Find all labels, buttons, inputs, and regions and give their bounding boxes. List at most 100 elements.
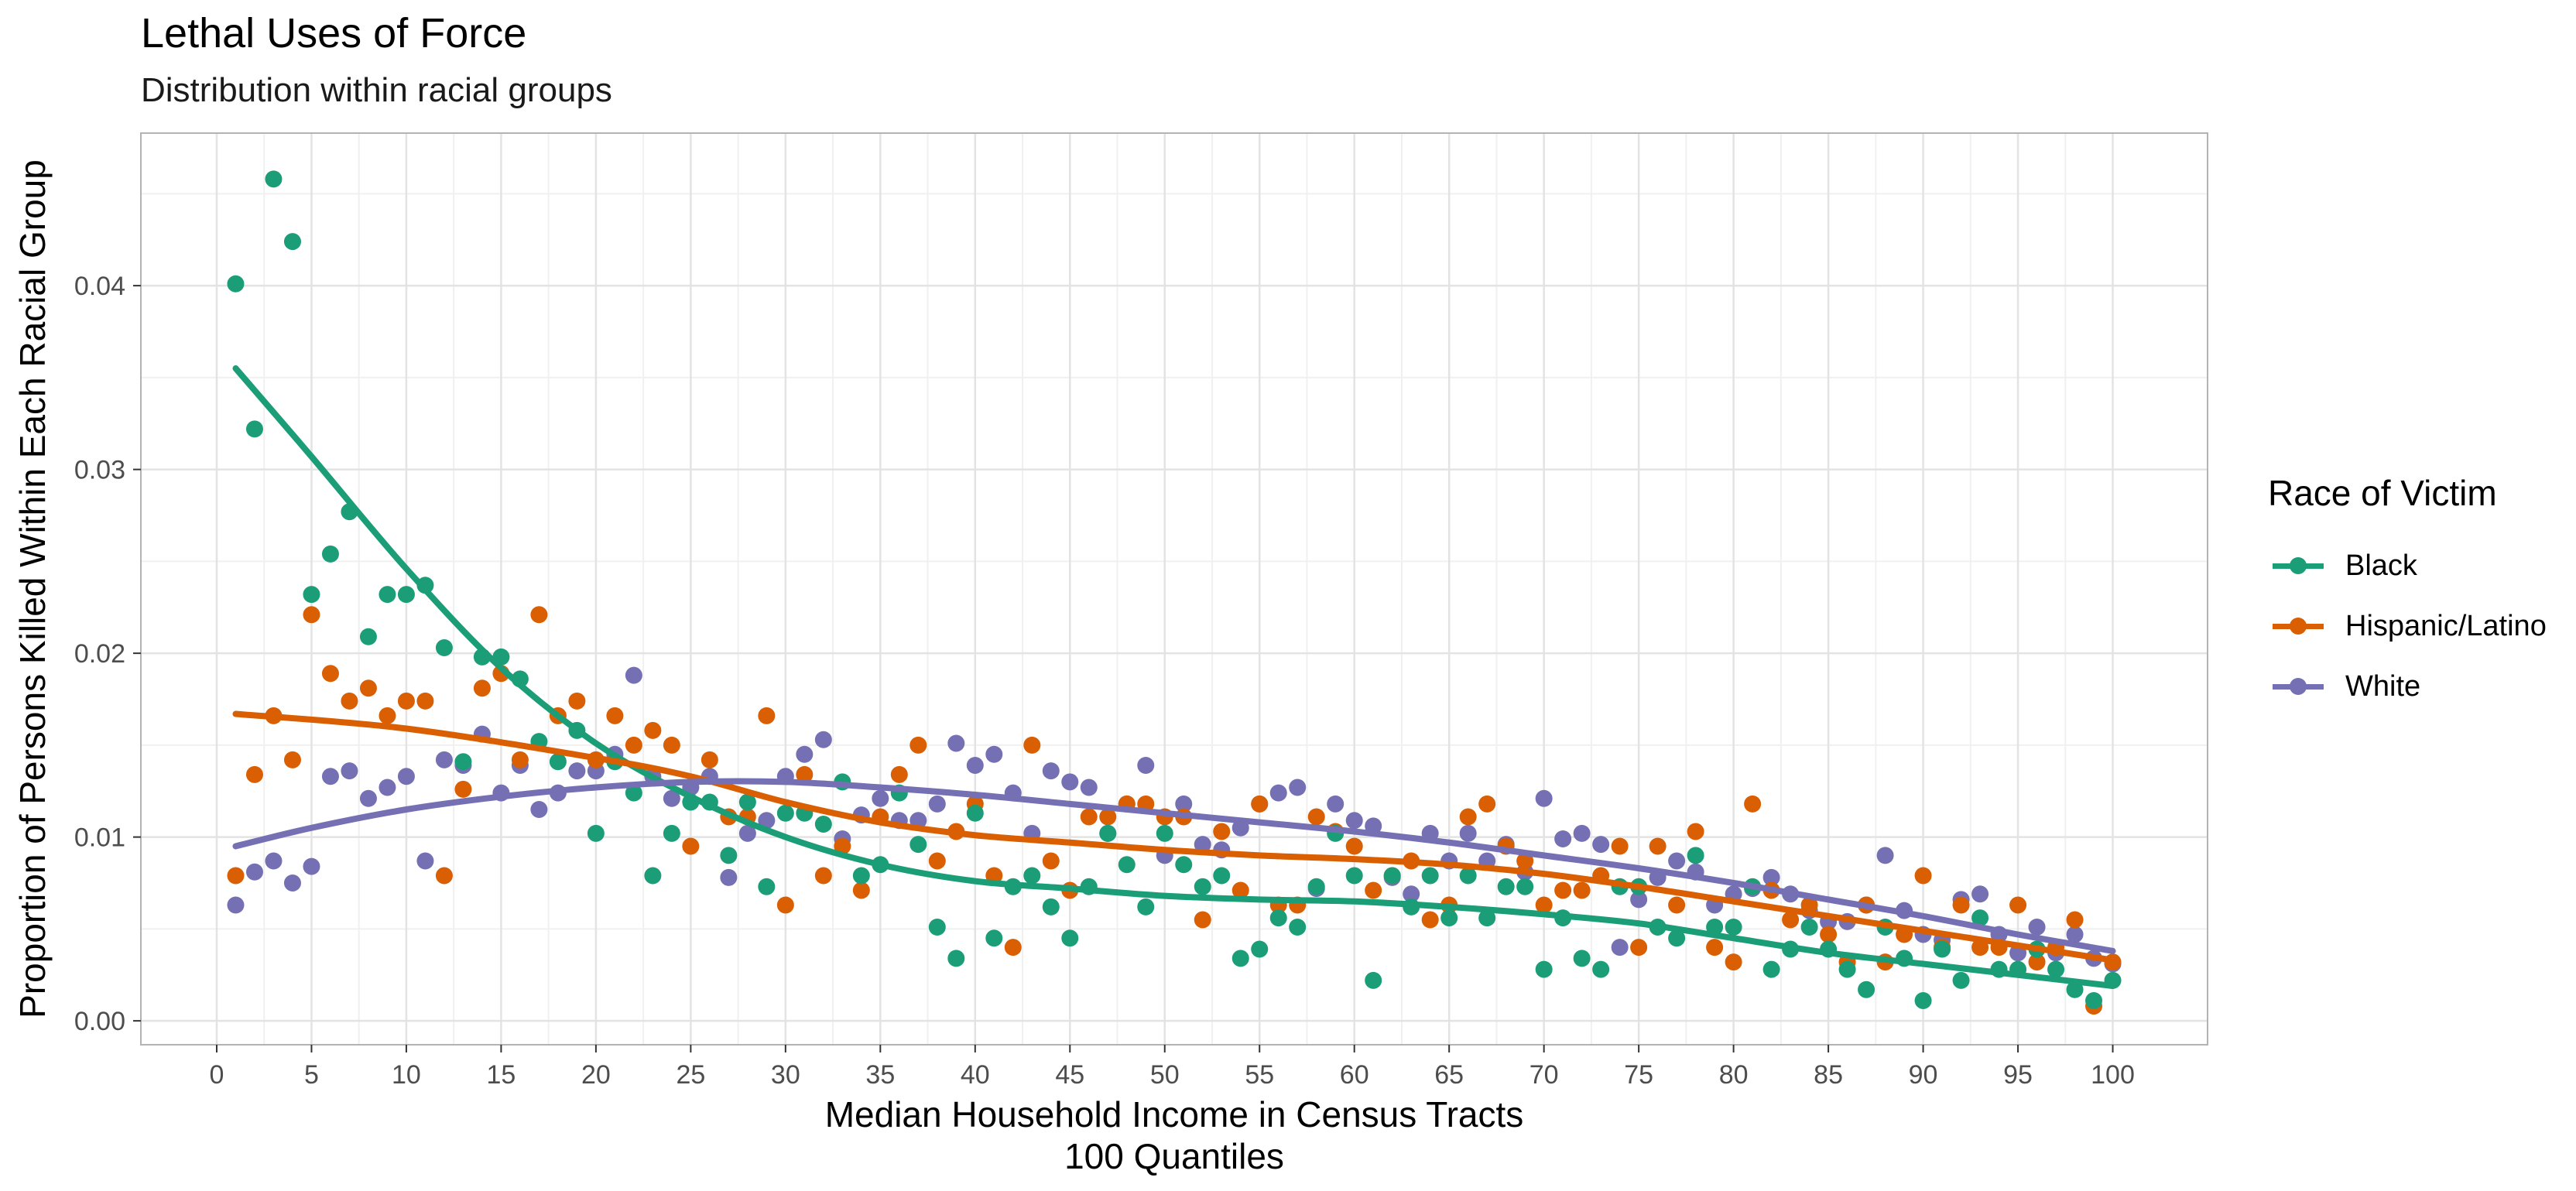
point-white <box>796 745 814 763</box>
point-hispanic-latino <box>1687 823 1704 840</box>
point-white <box>1459 824 1477 842</box>
point-hispanic-latino <box>227 867 245 885</box>
point-hispanic-latino <box>321 665 339 683</box>
x-tick-label: 75 <box>1624 1060 1653 1090</box>
point-black <box>1725 919 1742 936</box>
x-axis-label-line2: 100 Quantiles <box>1064 1136 1284 1176</box>
point-hispanic-latino <box>1004 939 1022 957</box>
trend-line-hispanic-latino <box>232 710 2116 963</box>
point-black <box>1231 950 1249 967</box>
legend-item-hispanic-latino: Hispanic/Latino <box>2268 596 2547 656</box>
point-black <box>1307 878 1325 895</box>
point-hispanic-latino <box>1744 795 1762 813</box>
y-axis-label: Proportion of Persons Killed Within Each… <box>12 159 53 1018</box>
y-tick-label: 0.04 <box>74 272 125 301</box>
point-black <box>1535 960 1553 978</box>
point-hispanic-latino <box>1649 837 1667 855</box>
point-hispanic-latino <box>2028 953 2046 971</box>
point-hispanic-latino <box>852 881 870 899</box>
point-white <box>1592 836 1610 854</box>
y-tick-label: 0.01 <box>74 823 125 853</box>
point-black <box>1459 867 1477 885</box>
legend-key-black <box>2268 536 2328 596</box>
point-hispanic-latino <box>1080 808 1098 826</box>
legend-key-hispanic-latino <box>2268 596 2328 656</box>
trend-layer <box>232 365 2116 989</box>
point-hispanic-latino <box>397 692 415 710</box>
point-black <box>644 867 662 885</box>
point-white <box>966 757 984 774</box>
point-white <box>283 874 301 892</box>
point-hispanic-latino <box>1554 881 1572 899</box>
y-tick-label: 0.00 <box>74 1007 125 1036</box>
y-tick-label: 0.03 <box>74 456 125 485</box>
point-hispanic-latino <box>1782 911 1800 929</box>
legend-label: White <box>2345 669 2421 703</box>
point-black <box>1952 971 1970 989</box>
point-black <box>909 836 927 854</box>
point-hispanic-latino <box>2066 911 2084 929</box>
point-hispanic-latino <box>1251 795 1269 813</box>
point-hispanic-latino <box>625 736 642 754</box>
x-tick-label: 45 <box>1055 1060 1084 1090</box>
point-black <box>1421 867 1439 885</box>
point-white <box>530 801 548 818</box>
x-tick-label: 30 <box>771 1060 800 1090</box>
x-tick-label: 5 <box>304 1060 319 1090</box>
point-white <box>2028 919 2046 936</box>
point-black <box>1668 929 1686 947</box>
point-black <box>1118 856 1136 874</box>
point-hispanic-latino <box>359 679 377 697</box>
point-hispanic-latino <box>1042 852 1060 870</box>
point-hispanic-latino <box>1023 736 1041 754</box>
point-black <box>1762 960 1780 978</box>
point-white <box>1175 795 1193 813</box>
point-hispanic-latino <box>568 692 586 710</box>
point-white <box>1554 830 1572 847</box>
point-white <box>1137 757 1155 774</box>
point-black <box>1289 919 1307 936</box>
legend: Race of Victim Black Hispanic/Latino Whi… <box>2268 472 2547 717</box>
point-hispanic-latino <box>454 780 472 798</box>
point-black <box>1061 929 1079 947</box>
point-hispanic-latino <box>644 721 662 739</box>
x-tick-label: 40 <box>961 1060 990 1090</box>
x-tick-label: 65 <box>1434 1060 1464 1090</box>
point-white <box>1611 939 1629 957</box>
point-black <box>454 753 472 771</box>
point-hispanic-latino <box>1345 837 1363 855</box>
point-black <box>1440 909 1458 927</box>
x-tick-label: 35 <box>865 1060 895 1090</box>
point-black <box>1800 919 1818 936</box>
point-white <box>985 745 1003 763</box>
point-hispanic-latino <box>435 867 453 885</box>
point-white <box>1327 795 1345 813</box>
point-black <box>1687 847 1704 864</box>
point-black <box>2066 981 2084 998</box>
point-hispanic-latino <box>663 736 680 754</box>
point-black <box>1365 971 1382 989</box>
point-hispanic-latino <box>1459 808 1477 826</box>
point-black <box>1042 898 1060 915</box>
x-tick-label: 80 <box>1719 1060 1749 1090</box>
point-black <box>985 929 1003 947</box>
point-hispanic-latino <box>2009 896 2027 914</box>
x-tick-label: 100 <box>2091 1060 2135 1090</box>
legend-key-dot <box>2290 678 2307 695</box>
point-white <box>1080 779 1098 796</box>
point-hispanic-latino <box>1725 953 1742 971</box>
point-black <box>1934 940 1951 958</box>
point-white <box>227 896 245 914</box>
point-white <box>265 852 283 870</box>
point-black <box>1497 878 1515 895</box>
point-white <box>397 768 415 785</box>
point-white <box>625 666 642 684</box>
point-black <box>1573 950 1591 967</box>
x-tick-label: 90 <box>1909 1060 1938 1090</box>
point-hispanic-latino <box>1535 896 1553 914</box>
point-white <box>1762 868 1780 886</box>
point-black <box>549 753 567 771</box>
point-black <box>1213 867 1231 885</box>
trend-line-black <box>232 365 2116 989</box>
